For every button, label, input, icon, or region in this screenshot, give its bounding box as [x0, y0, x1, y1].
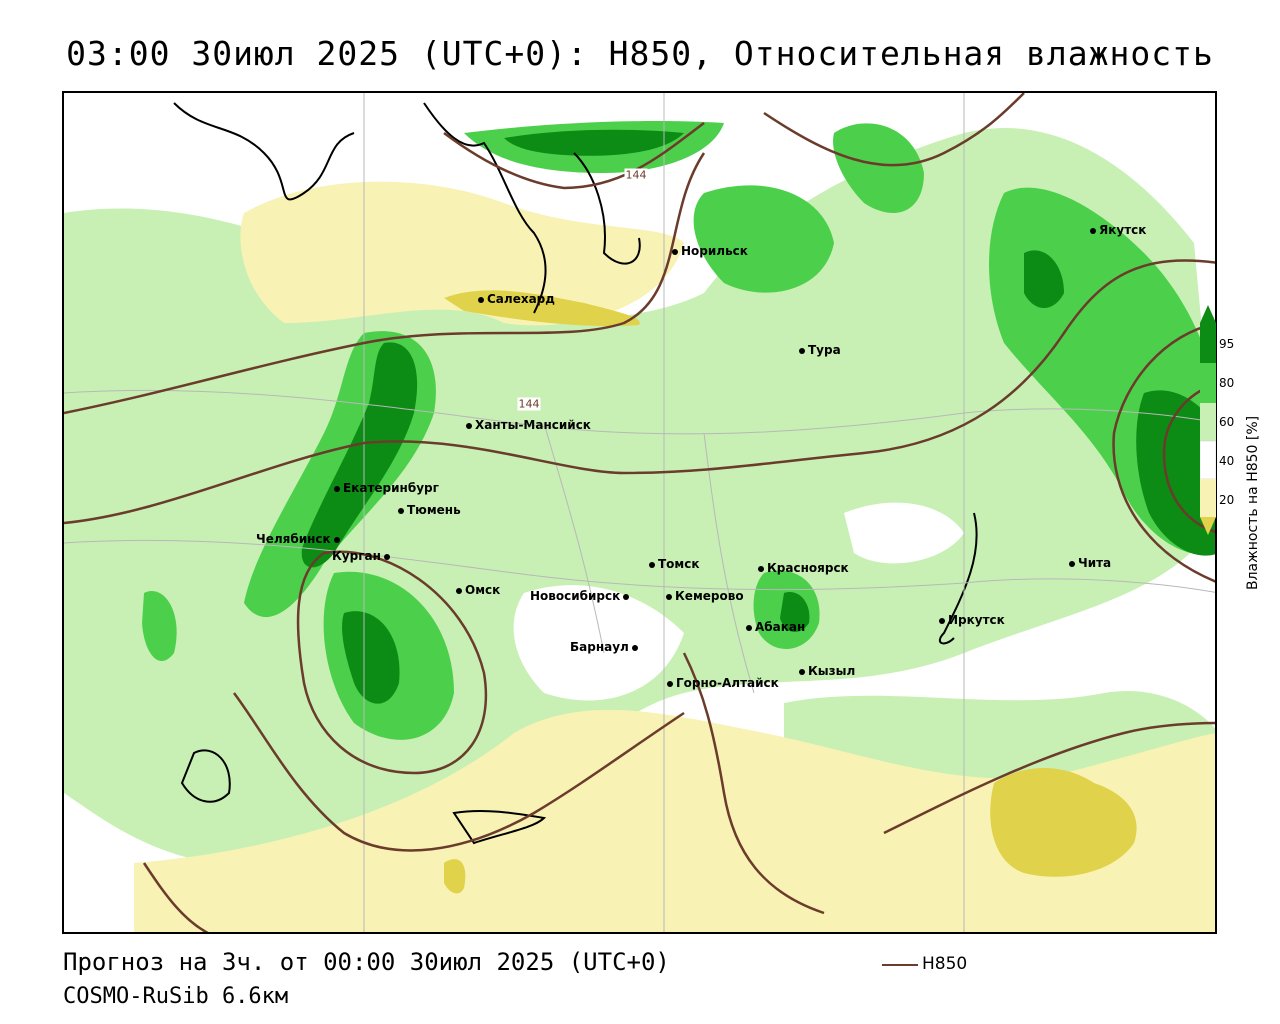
city-dot [631, 644, 638, 651]
city-label: Горно-Алтайск [667, 676, 779, 690]
colorbar-segment [1200, 323, 1216, 363]
city-label: Салехард [478, 292, 555, 306]
city-dot [398, 507, 404, 514]
city-dot [758, 565, 764, 572]
city-dot [799, 347, 805, 354]
humidity-field [64, 93, 1215, 932]
chart-title: 03:00 30июл 2025 (UTC+0): H850, Относите… [66, 34, 1214, 73]
map-panel: 144 144 Салехард Норильск Якутск Тура Ха… [62, 91, 1217, 934]
city-dot [334, 485, 340, 492]
city-dot [478, 296, 484, 303]
city-label: Новосибирск [530, 589, 632, 603]
city-label: Екатеринбург [334, 481, 439, 495]
city-dot [1069, 560, 1075, 567]
city-dot [666, 593, 672, 600]
city-dot [672, 248, 678, 255]
city-label: Кызыл [799, 664, 855, 678]
city-label: Якутск [1090, 223, 1146, 237]
contour-legend-label: H850 [922, 954, 968, 974]
city-label: Иркутск [939, 613, 1005, 627]
city-dot [456, 587, 462, 594]
city-label: Томск [649, 557, 700, 571]
colorbar-segment [1200, 440, 1216, 480]
colorbar-bottom-arrow [1200, 517, 1216, 535]
city-label: Барнаул [570, 640, 641, 654]
city-dot [939, 617, 945, 624]
city-dot [1090, 227, 1096, 234]
city-label: Норильск [672, 244, 748, 258]
colorbar-segment [1200, 479, 1216, 517]
colorbar-top-arrow [1200, 305, 1216, 323]
colorbar-tick: 80 [1219, 376, 1235, 390]
colorbar-tick: 20 [1219, 493, 1235, 507]
contour-label: 144 [624, 168, 648, 182]
city-label: Челябинск [256, 532, 343, 546]
colorbar-tick: 40 [1219, 454, 1235, 468]
city-dot [649, 561, 655, 568]
city-dot [746, 624, 752, 631]
contour-legend-line [882, 964, 918, 966]
city-dot [383, 553, 390, 560]
humidity-colorbar [1200, 305, 1216, 535]
model-name: COSMO-RuSib 6.6км [63, 984, 289, 1009]
city-label: Курган [332, 549, 393, 563]
colorbar-tick: 95 [1219, 337, 1235, 351]
city-dot [333, 536, 340, 543]
colorbar-title: Влажность на H850 [%] [1245, 415, 1261, 590]
city-dot [623, 593, 630, 600]
city-dot [799, 668, 805, 675]
city-dot [667, 680, 673, 687]
colorbar-segment [1200, 363, 1216, 403]
city-dot [466, 422, 472, 429]
city-label: Тюмень [398, 503, 461, 517]
colorbar-tick: 60 [1219, 415, 1235, 429]
colorbar-segment [1200, 403, 1216, 441]
city-label: Кемерово [666, 589, 744, 603]
city-label: Абакан [746, 620, 805, 634]
forecast-info: Прогноз на 3ч. от 00:00 30июл 2025 (UTC+… [63, 948, 670, 976]
city-label: Омск [456, 583, 500, 597]
city-label: Тура [799, 343, 841, 357]
contour-label: 144 [517, 397, 541, 411]
city-label: Красноярск [758, 561, 849, 575]
city-label: Чита [1069, 556, 1111, 570]
city-label: Ханты-Мансийск [466, 418, 591, 432]
